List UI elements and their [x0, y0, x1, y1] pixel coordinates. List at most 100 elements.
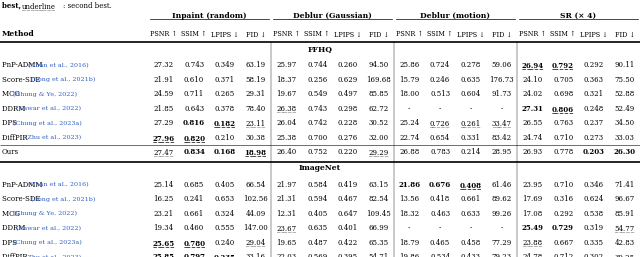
Text: 0.278: 0.278 [461, 61, 481, 69]
Text: 0.743: 0.743 [184, 61, 204, 69]
Text: PSNR ↑: PSNR ↑ [150, 31, 177, 39]
Text: 18.32: 18.32 [399, 210, 419, 218]
Text: 0.584: 0.584 [307, 181, 327, 189]
Text: 2̲5̲.̲6̲5̲: 2̲5̲.̲6̲5̲ [152, 239, 175, 247]
Text: 32.00: 32.00 [369, 134, 388, 142]
Text: 0.635: 0.635 [461, 76, 481, 84]
Text: 2̲9̲.̲2̲9̲: 2̲9̲.̲2̲9̲ [369, 148, 388, 156]
Text: 2̲6̲.̲9̲4̲: 2̲6̲.̲9̲4̲ [522, 61, 543, 69]
Text: 25.86: 25.86 [399, 61, 419, 69]
Text: 2̲3̲.̲6̲7̲: 2̲3̲.̲6̲7̲ [276, 224, 296, 232]
Text: 0̲.̲8̲0̲6̲: 0̲.̲8̲0̲6̲ [552, 105, 574, 113]
Text: 16.25: 16.25 [153, 195, 173, 203]
Text: 19.67: 19.67 [276, 90, 296, 98]
Text: 33.03: 33.03 [614, 134, 635, 142]
Text: 94.50: 94.50 [369, 61, 388, 69]
Text: 0.237: 0.237 [584, 119, 604, 127]
Text: 85.85: 85.85 [369, 90, 388, 98]
Text: DDRM: DDRM [2, 105, 28, 113]
Text: Ours: Ours [2, 148, 19, 156]
Text: 85.91: 85.91 [614, 210, 635, 218]
Text: FID ↓: FID ↓ [246, 31, 266, 39]
Text: PnP-ADMM: PnP-ADMM [2, 61, 45, 69]
Text: 2̲3̲.̲1̲1̲: 2̲3̲.̲1̲1̲ [246, 119, 266, 127]
Text: 0̲.̲7̲9̲2̲: 0̲.̲7̲9̲2̲ [552, 61, 574, 69]
Text: DiffPIR: DiffPIR [2, 134, 30, 142]
Text: PnP-ADMM: PnP-ADMM [2, 181, 45, 189]
Text: 66.99: 66.99 [369, 224, 388, 232]
Text: 89.62: 89.62 [492, 195, 512, 203]
Text: 0.418: 0.418 [430, 195, 451, 203]
Text: 26.88: 26.88 [399, 148, 419, 156]
Text: -: - [408, 224, 411, 232]
Text: 21.91: 21.91 [153, 76, 173, 84]
Text: 0.797: 0.797 [183, 253, 205, 257]
Text: 0.700: 0.700 [307, 134, 327, 142]
Text: 2̲3̲.̲8̲8̲: 2̲3̲.̲8̲8̲ [522, 239, 543, 247]
Text: 0̲.̲7̲2̲6̲: 0̲.̲7̲2̲6̲ [430, 119, 451, 127]
Text: 0.538: 0.538 [584, 210, 604, 218]
Text: SR (× 4): SR (× 4) [561, 12, 596, 20]
Text: 0.419: 0.419 [338, 181, 358, 189]
Text: 0.346: 0.346 [584, 181, 604, 189]
Text: 0.604: 0.604 [461, 90, 481, 98]
Text: 54.71: 54.71 [369, 253, 388, 257]
Text: SSIM ↑: SSIM ↑ [181, 31, 207, 39]
Text: 169.68: 169.68 [366, 76, 391, 84]
Text: 82.54: 82.54 [369, 195, 388, 203]
Text: PSNR ↑: PSNR ↑ [519, 31, 546, 39]
Text: 42.83: 42.83 [614, 239, 635, 247]
Text: 18.79: 18.79 [399, 239, 419, 247]
Text: 59.06: 59.06 [492, 61, 512, 69]
Text: 24.78: 24.78 [522, 253, 543, 257]
Text: -: - [500, 224, 503, 232]
Text: 0.661: 0.661 [184, 210, 204, 218]
Text: SSIM ↑: SSIM ↑ [550, 31, 576, 39]
Text: 22.74: 22.74 [399, 134, 419, 142]
Text: 2̲6̲.̲3̲8̲: 2̲6̲.̲3̲8̲ [276, 105, 296, 113]
Text: 52.49: 52.49 [614, 105, 635, 113]
Text: 0.331: 0.331 [461, 134, 481, 142]
Text: 0.458: 0.458 [461, 239, 481, 247]
Text: 26.55: 26.55 [522, 119, 543, 127]
Text: 0.647: 0.647 [338, 210, 358, 218]
Text: 0.324: 0.324 [215, 210, 235, 218]
Text: 0.653: 0.653 [215, 195, 235, 203]
Text: DPS: DPS [2, 119, 19, 127]
Text: 0.168: 0.168 [214, 148, 236, 156]
Text: FID ↓: FID ↓ [614, 31, 635, 39]
Text: 58.19: 58.19 [246, 76, 266, 84]
Text: -: - [439, 105, 442, 113]
Text: 27.29: 27.29 [153, 119, 173, 127]
Text: 29.31: 29.31 [246, 90, 266, 98]
Text: 0.710: 0.710 [553, 134, 573, 142]
Text: -: - [439, 224, 442, 232]
Text: 99.26: 99.26 [492, 210, 512, 218]
Text: 0.743: 0.743 [307, 105, 327, 113]
Text: 0.729: 0.729 [552, 224, 574, 232]
Text: 0.676: 0.676 [429, 181, 451, 189]
Text: 0.405: 0.405 [215, 181, 235, 189]
Text: 0̲.̲2̲3̲5̲: 0̲.̲2̲3̲5̲ [214, 253, 236, 257]
Text: 26.30: 26.30 [614, 148, 636, 156]
Text: 0̲.̲4̲0̲8̲: 0̲.̲4̲0̲8̲ [460, 181, 482, 189]
Text: Method: Method [2, 31, 35, 39]
Text: 0.292: 0.292 [553, 210, 573, 218]
Text: 0.629: 0.629 [338, 76, 358, 84]
Text: 0.371: 0.371 [215, 76, 235, 84]
Text: 2̲7̲.̲4̲7̲: 2̲7̲.̲4̲7̲ [153, 148, 173, 156]
Text: 102.56: 102.56 [243, 195, 268, 203]
Text: 0.460: 0.460 [184, 224, 204, 232]
Text: 0.685: 0.685 [184, 181, 204, 189]
Text: 24.74: 24.74 [522, 134, 543, 142]
Text: 0.555: 0.555 [215, 224, 235, 232]
Text: SSIM ↑: SSIM ↑ [428, 31, 453, 39]
Text: LPIPS ↓: LPIPS ↓ [334, 31, 362, 39]
Text: PSNR ↑: PSNR ↑ [396, 31, 423, 39]
Text: 5̲4̲.̲7̲7̲: 5̲4̲.̲7̲7̲ [614, 224, 635, 232]
Text: 0.594: 0.594 [307, 195, 327, 203]
Text: (Chung & Ye, 2022): (Chung & Ye, 2022) [13, 91, 77, 97]
Text: 25.49: 25.49 [522, 224, 543, 232]
Text: MCG: MCG [2, 90, 22, 98]
Text: (Kawar et al., 2022): (Kawar et al., 2022) [16, 106, 81, 111]
